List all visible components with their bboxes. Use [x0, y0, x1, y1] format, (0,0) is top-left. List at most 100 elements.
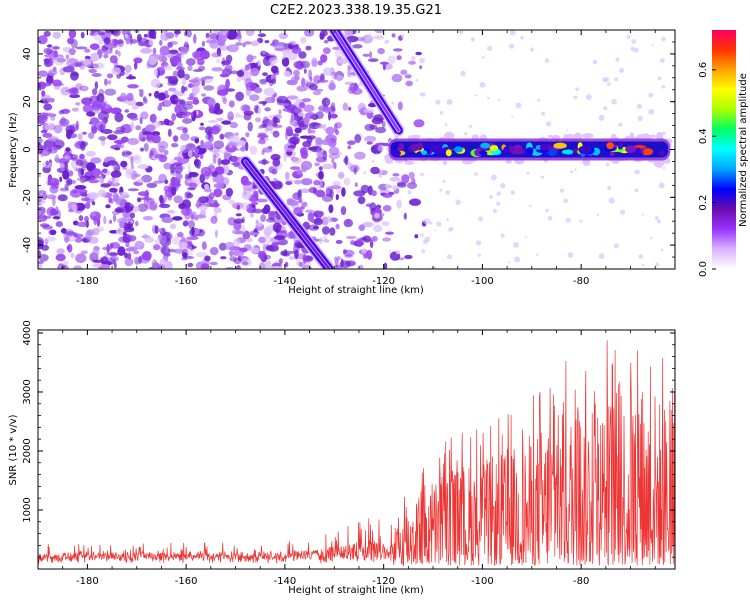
- noise-blob: [346, 218, 350, 225]
- noise-blob: [133, 57, 143, 64]
- noise-blob: [203, 75, 214, 80]
- noise-blob: [347, 145, 352, 150]
- noise-blob: [371, 235, 378, 242]
- noise-blob: [124, 257, 134, 267]
- noise-blob: [332, 75, 344, 81]
- noise-blob: [135, 101, 144, 107]
- noise-blob: [46, 236, 56, 242]
- noise-blob: [258, 236, 267, 244]
- noise-dot: [596, 213, 600, 217]
- noise-blob: [94, 121, 106, 131]
- noise-blob: [255, 222, 263, 227]
- noise-blob: [218, 242, 227, 251]
- noise-blob: [52, 79, 62, 87]
- noise-blob: [38, 82, 42, 89]
- noise-dot: [620, 209, 626, 215]
- noise-blob: [127, 188, 139, 192]
- noise-blob: [43, 30, 51, 37]
- noise-blob: [243, 112, 252, 121]
- noise-dot: [544, 58, 550, 63]
- noise-blob: [283, 71, 291, 77]
- noise-blob: [91, 88, 98, 96]
- noise-dot: [487, 97, 490, 100]
- noise-blob: [314, 88, 324, 92]
- noise-blob: [41, 145, 49, 151]
- noise-blob: [187, 262, 194, 268]
- noise-blob: [113, 194, 120, 202]
- noise-blob: [130, 121, 135, 130]
- noise-blob: [107, 80, 112, 85]
- noise-dot: [641, 213, 644, 216]
- noise-blob: [311, 57, 318, 67]
- noise-blob: [213, 183, 224, 189]
- noise-blob: [313, 180, 321, 186]
- snr-y-ticks: 1000 2000 3000 4000: [22, 320, 675, 570]
- colorbar-tick-label: 0.0: [698, 261, 709, 277]
- noise-blob: [328, 111, 331, 121]
- noise-blob: [357, 196, 366, 205]
- band-patch: [503, 146, 510, 155]
- noise-blob: [38, 253, 49, 262]
- noise-blob: [273, 235, 286, 241]
- noise-blob: [186, 193, 194, 199]
- noise-dot: [529, 204, 532, 208]
- noise-blob: [231, 248, 239, 255]
- noise-blob: [194, 214, 207, 219]
- noise-dot: [598, 114, 605, 121]
- noise-blob: [273, 180, 283, 190]
- noise-blob: [331, 71, 338, 75]
- noise-blob: [141, 174, 153, 183]
- noise-dot: [545, 121, 552, 127]
- spectrogram-y-tick-label: 40: [22, 48, 33, 61]
- colorbar-tick-label: 0.2: [698, 195, 709, 211]
- noise-blob: [45, 160, 49, 166]
- noise-blob: [299, 147, 308, 156]
- noise-dot: [657, 219, 661, 224]
- descending-trace: [239, 155, 336, 269]
- noise-dot: [648, 92, 654, 98]
- noise-blob: [55, 221, 63, 228]
- noise-blob: [201, 241, 207, 250]
- noise-blob: [245, 141, 249, 152]
- noise-blob: [191, 85, 200, 95]
- noise-dot: [598, 253, 605, 259]
- noise-blob: [93, 246, 100, 251]
- noise-blob: [151, 134, 161, 144]
- noise-blob: [110, 107, 122, 115]
- noise-blob: [130, 156, 134, 166]
- noise-blob: [228, 100, 235, 108]
- noise-blob: [98, 39, 104, 45]
- noise-dot: [510, 190, 515, 195]
- noise-blob: [304, 30, 315, 37]
- noise-blob: [219, 133, 225, 140]
- noise-blob: [271, 78, 277, 85]
- noise-blob: [48, 69, 58, 76]
- noise-blob: [250, 67, 260, 77]
- noise-blob: [322, 163, 334, 170]
- noise-dot: [500, 182, 506, 189]
- noise-blob: [167, 81, 178, 86]
- noise-blob: [268, 56, 279, 65]
- noise-blob: [107, 134, 118, 141]
- noise-blob: [213, 188, 223, 198]
- noise-blob: [158, 173, 167, 183]
- noise-blob: [82, 104, 94, 113]
- noise-blob: [291, 46, 302, 54]
- noise-blob: [333, 162, 337, 170]
- band-patch: [510, 148, 525, 155]
- noise-blob: [329, 227, 336, 236]
- noise-blob: [88, 192, 99, 200]
- noise-blob: [176, 126, 188, 131]
- noise-blob: [81, 197, 90, 202]
- noise-blob: [249, 213, 254, 218]
- noise-blob: [109, 219, 113, 224]
- noise-blob: [207, 97, 216, 108]
- noise-blob: [225, 187, 233, 197]
- noise-blob: [62, 260, 69, 266]
- noise-blob: [278, 32, 289, 40]
- band-patch: [525, 147, 534, 156]
- noise-blob: [220, 159, 231, 166]
- noise-blob: [296, 169, 303, 175]
- noise-blob: [338, 171, 345, 179]
- noise-blob: [347, 140, 356, 145]
